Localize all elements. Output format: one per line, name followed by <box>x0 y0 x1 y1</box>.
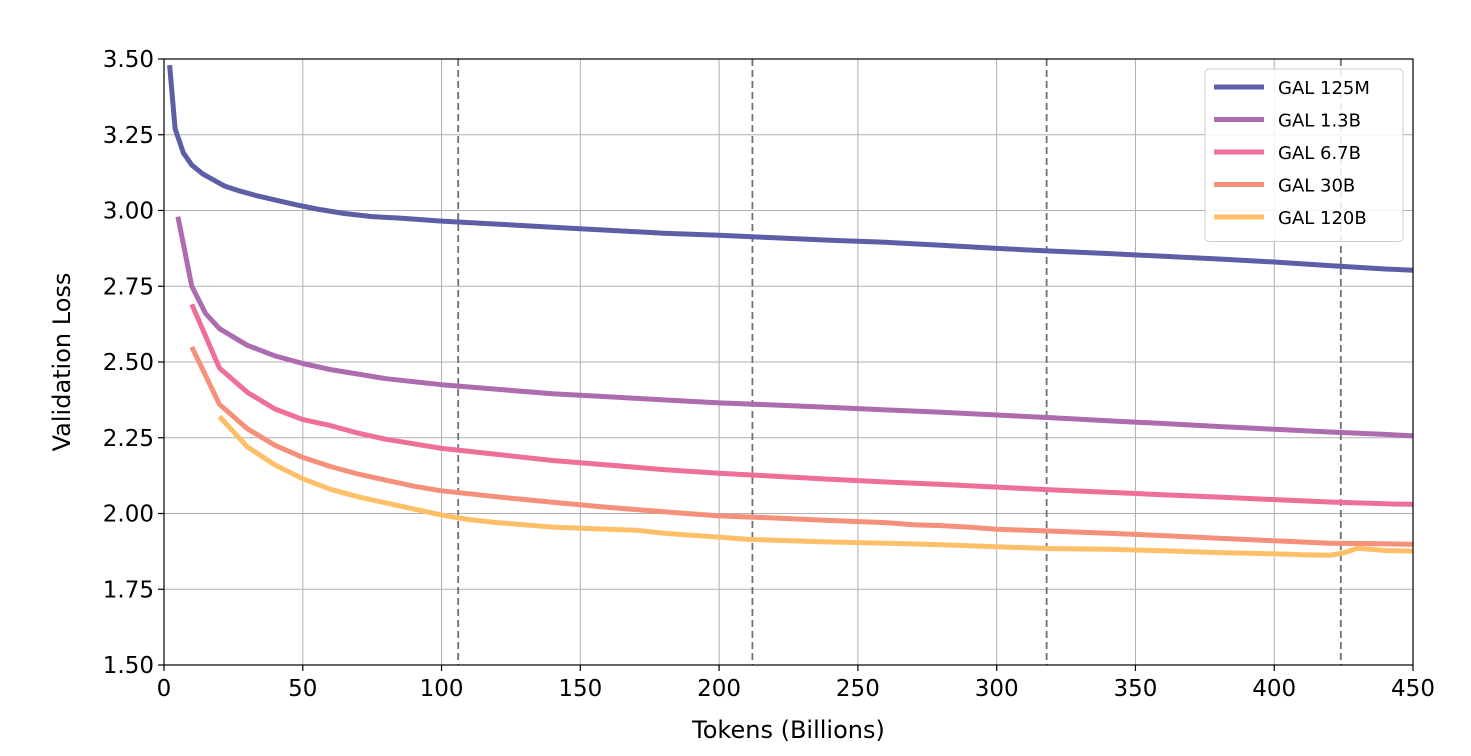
series-line-gal-6-7b <box>189 303 1414 507</box>
y-tick-label: 2.25 <box>103 426 154 452</box>
series-line-gal-120b <box>217 414 1414 558</box>
tick-layer: 0 50 100 150 200 250 300 350 400 450 1.50 1.75 2.00 2… <box>103 47 1435 702</box>
x-tick-label: 350 <box>1113 676 1157 702</box>
x-tick-label: 150 <box>558 676 602 702</box>
y-tick-label: 2.00 <box>103 502 154 528</box>
x-tick-label: 250 <box>836 676 880 702</box>
legend: GAL 125M GAL 1.3B GAL 6.7B GAL 30B GAL 120B <box>1204 68 1404 242</box>
legend-label: GAL 6.7B <box>1278 143 1361 164</box>
y-tick-label: 1.50 <box>103 653 154 679</box>
legend-label: GAL 30B <box>1278 176 1355 197</box>
x-tick-label: 300 <box>975 676 1019 702</box>
legend-label: GAL 1.3B <box>1278 111 1361 132</box>
legend-label: GAL 120B <box>1278 208 1367 229</box>
series-line-gal-30b <box>189 345 1414 547</box>
x-tick-label: 200 <box>697 676 741 702</box>
y-axis-title: Validation Loss <box>48 273 76 452</box>
x-tick-label: 50 <box>288 676 317 702</box>
legend-label: GAL 125M <box>1278 78 1370 99</box>
x-tick-label: 0 <box>157 676 172 702</box>
series-layer <box>167 64 1414 558</box>
y-tick-label: 2.75 <box>103 274 154 300</box>
series-line-gal-125m <box>167 64 1414 273</box>
x-tick-label: 450 <box>1391 676 1435 702</box>
series-line-gal-1-3b <box>175 216 1414 439</box>
y-tick-label: 2.50 <box>103 350 154 376</box>
y-tick-label: 3.50 <box>103 47 154 73</box>
y-tick-label: 3.25 <box>103 123 154 149</box>
y-tick-label: 1.75 <box>103 577 154 603</box>
legend-box <box>1204 68 1404 242</box>
x-tick-label: 100 <box>420 676 464 702</box>
x-tick-label: 400 <box>1252 676 1296 702</box>
x-axis-title: Tokens (Billions) <box>691 716 885 744</box>
y-tick-label: 3.00 <box>103 199 154 225</box>
